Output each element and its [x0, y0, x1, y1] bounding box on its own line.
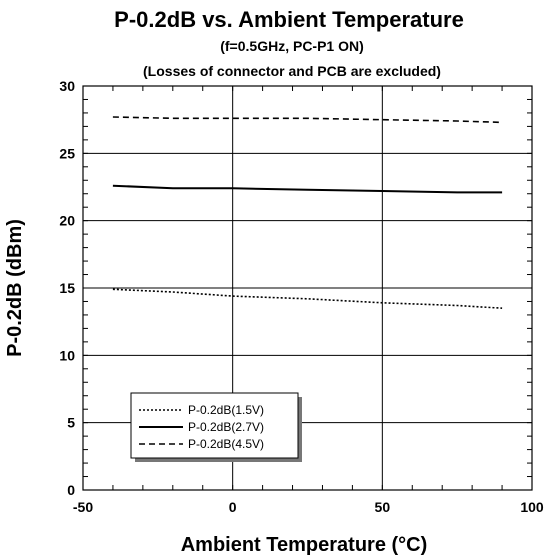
chart-title: P-0.2dB vs. Ambient Temperature	[114, 7, 464, 32]
legend-label: P-0.2dB(4.5V)	[188, 437, 264, 451]
y-axis-title: P-0.2dB (dBm)	[4, 219, 26, 357]
y-tick-label: 20	[59, 213, 75, 229]
y-tick-labels: 0 5 10 15 20 25 30	[59, 78, 75, 498]
y-tick-label: 5	[67, 415, 75, 431]
chart-subtitle-2: (Losses of connector and PCB are exclude…	[143, 63, 441, 79]
x-tick-label: 0	[229, 499, 237, 515]
x-tick-label: 50	[375, 499, 391, 515]
y-tick-label: 30	[59, 78, 75, 94]
x-tick-label: 100	[520, 499, 544, 515]
y-tick-label: 15	[59, 280, 75, 296]
legend-label: P-0.2dB(2.7V)	[188, 420, 264, 434]
x-axis-title: Ambient Temperature (°C)	[181, 534, 428, 556]
legend-label: P-0.2dB(1.5V)	[188, 403, 264, 417]
chart-subtitle-1: (f=0.5GHz, PC-P1 ON)	[220, 38, 364, 54]
x-tick-label: -50	[73, 499, 93, 515]
y-tick-label: 10	[59, 347, 75, 363]
y-tick-label: 25	[59, 145, 75, 161]
x-tick-labels: -50 0 50 100	[73, 499, 544, 515]
y-tick-label: 0	[67, 482, 75, 498]
legend: P-0.2dB(1.5V) P-0.2dB(2.7V) P-0.2dB(4.5V)	[131, 393, 302, 462]
